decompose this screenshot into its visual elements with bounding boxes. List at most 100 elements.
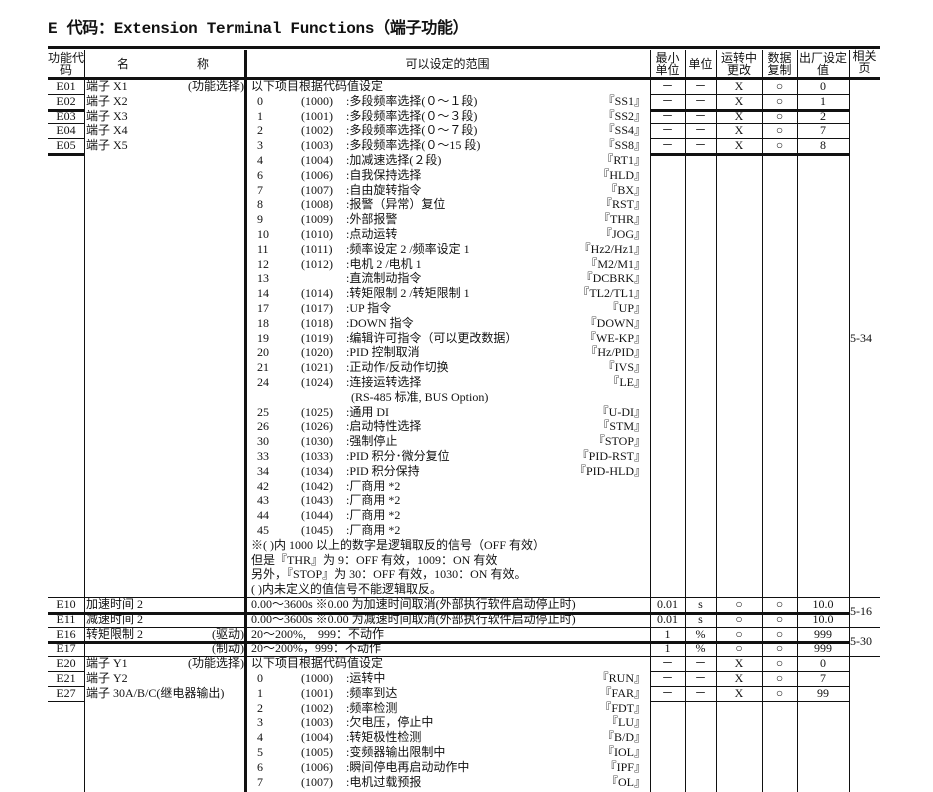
range-item-text: :转矩极性检测 [346,730,422,745]
param-name: 端子 X2 [86,93,128,108]
range-item-tag: 『M2/M1』 [585,256,646,271]
param-name: 端子 Y2 [86,671,128,685]
range-item-tag: 『HLD』 [597,167,646,182]
related-page: 5-30 [850,634,872,648]
range-item-number: 30 [257,434,269,449]
range-item-text: :直流制动指令 [346,271,422,286]
range-item-number: 1 [257,685,263,700]
param-min: － [661,656,674,671]
param-copy: ○ [775,597,784,611]
range-item-tag: 『PID-HLD』 [574,463,646,478]
range-item-text: :DOWN 指令 [346,315,414,330]
range-item-code: (1011) [301,241,333,256]
range-item-code: (1042) [301,478,333,493]
range-item-text: :强制停止 [346,434,398,449]
row-rule [48,641,84,645]
param-code: E02 [56,93,76,108]
range-item-tag: 『DCBRK』 [580,271,646,286]
range-item-tag: 『IPF』 [604,759,646,774]
group-rule [48,626,880,628]
range-item-text: :自我保持选择 [346,167,422,182]
range-item-number: 2 [257,700,263,715]
row-rule [48,685,84,687]
range-item-tag: 『BX』 [605,182,646,197]
range-item-tag: 『SS4』 [602,123,646,138]
range-item-text: :电机过载预报 [346,774,422,789]
row-rule [84,641,650,645]
param-copy: ○ [775,79,784,93]
param-run: X [734,108,744,123]
range-item-number: 2 [257,123,263,138]
param-run: ○ [735,597,743,611]
range-item-number: 8 [257,197,263,212]
param-min: － [661,671,674,685]
param-name-note: (驱动) [212,626,244,641]
param-unit: － [694,138,707,153]
header-page: 相关页 [852,49,877,75]
range-text: 20～200%，999：不动作 [251,641,381,656]
range-item-code: (1024) [301,375,333,389]
header-default: 出厂设定值 [798,51,847,77]
param-default: 7 [820,123,826,138]
param-copy: ○ [775,656,784,671]
range-item-number: 19 [257,330,269,345]
range-item-text: :外部报警 [346,212,398,227]
param-name: 转矩限制 2 [86,626,144,641]
col-divider [762,50,763,792]
param-unit: － [694,108,707,123]
param-default: 1 [820,93,826,108]
range-item-number: 9 [257,212,263,227]
range-item-tag: 『JOG』 [599,227,646,241]
col-divider [716,50,717,792]
range-item-number: 45 [257,523,269,537]
param-unit: % [695,641,706,656]
range-item-number: 21 [257,360,269,375]
col-divider [84,50,85,792]
range-item-text: :多段频率选择(０～７段) [346,123,478,138]
row-rule [650,108,849,112]
param-name: 端子 30A/B/C(继电器输出) [86,685,225,700]
param-code: E16 [56,626,76,641]
row-rule [650,123,849,125]
range-item-text: :报警（异常）复位 [346,197,446,212]
range-item-number: 5 [257,745,263,759]
param-copy: ○ [775,138,784,153]
range-item-code: (1017) [301,301,333,315]
range-item-text: :点动运转 [346,227,398,241]
param-code: E11 [56,611,76,626]
range-text: ( )内未定义的值信号不能逻辑取反。 [251,582,442,597]
range-item-text: :厂商用 *2 [346,478,401,493]
range-item-tag: 『UP』 [606,301,646,315]
param-name-note: (功能选择) [188,656,244,671]
range-item-number: 0 [257,93,263,108]
range-item-number: 18 [257,315,269,330]
row-rule [48,700,84,702]
row-rule [650,153,849,156]
range-text: 但是『THR』为 9：OFF 有效，1009：ON 有效 [251,552,498,567]
header-range: 可以设定的范围 [405,57,490,71]
range-item-text: :通用 DI [346,404,389,419]
param-unit: s [698,597,703,611]
row-rule [48,123,84,125]
range-item-tag: 『DOWN』 [584,315,646,330]
range-item-code: (1034) [301,463,333,478]
range-item-tag: 『U-DI』 [596,404,646,419]
range-item-code: (1012) [301,256,333,271]
range-item-number: 20 [257,345,269,360]
range-item-text: :连接运转选择 [346,375,422,389]
range-item-number: 6 [257,759,263,774]
range-item-code: (1019) [301,330,333,345]
param-min: － [661,93,674,108]
range-item-tag: 『TL2/TL1』 [577,286,646,301]
range-item-text: :PID 积分保持 [346,463,420,478]
row-rule [650,685,849,687]
range-item-code: (1007) [301,182,333,197]
param-code: E20 [56,656,76,671]
range-item-number: 24 [257,375,269,389]
range-item-text: :厂商用 *2 [346,508,401,523]
range-item-text: :自由旋转指令 [346,182,422,197]
col-divider [650,50,651,792]
range-item-code: (1003) [301,715,333,730]
param-copy: ○ [775,611,784,626]
range-item-number: 1 [257,108,263,123]
